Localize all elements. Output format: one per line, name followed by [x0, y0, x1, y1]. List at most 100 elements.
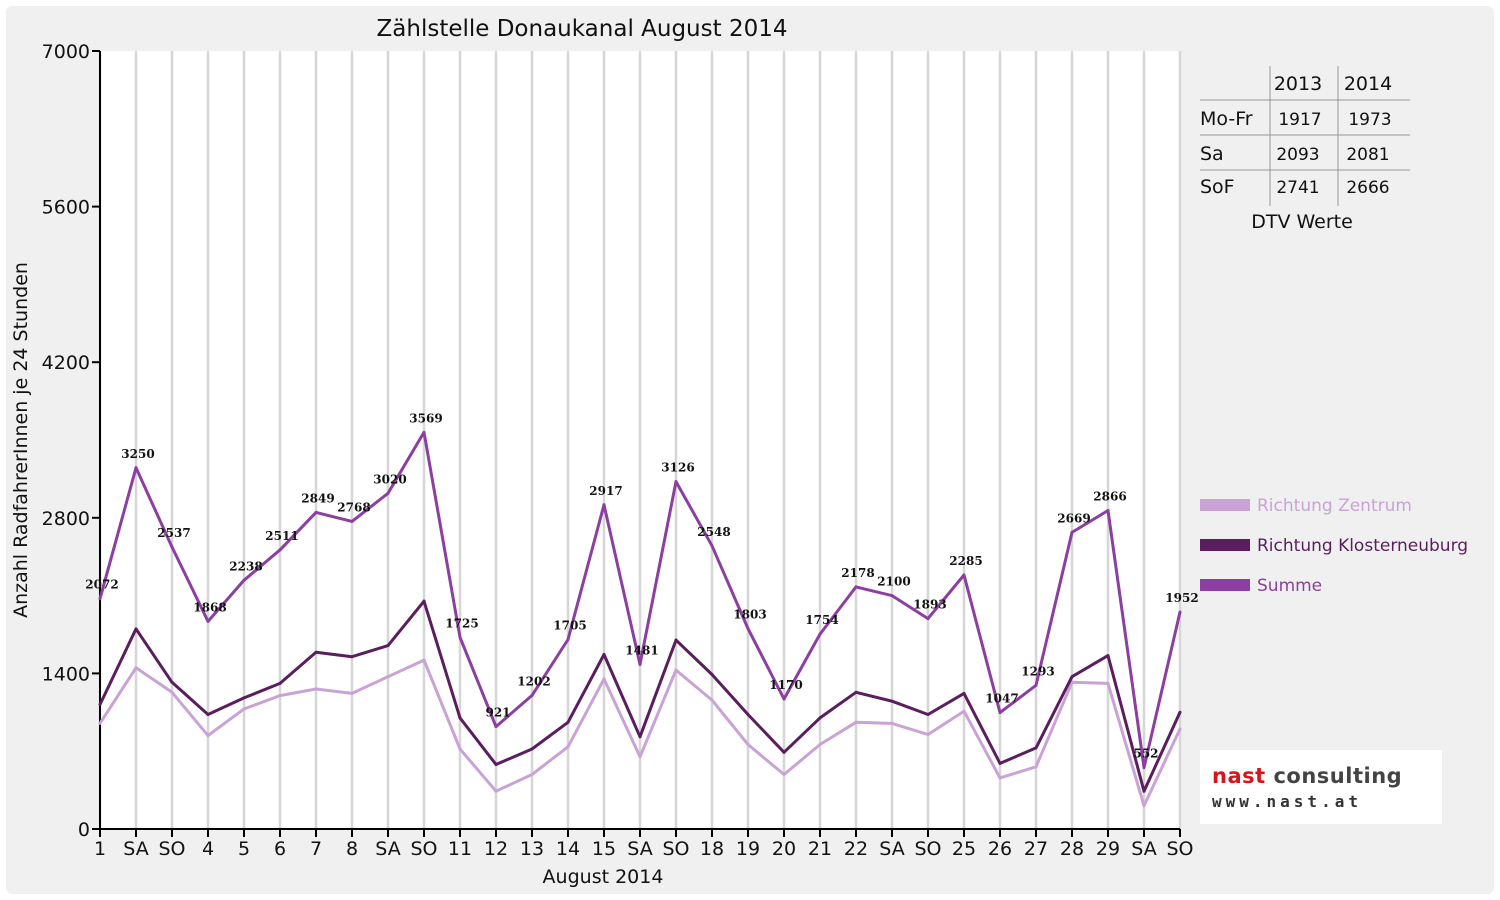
data-point	[890, 721, 894, 725]
data-point	[890, 699, 894, 703]
y-axis-label: Anzahl RadfahrerInnen je 24 Stunden	[10, 262, 32, 618]
data-point	[1106, 681, 1110, 685]
x-tick-label: 29	[1096, 838, 1120, 860]
x-tick-label: SO	[914, 838, 941, 860]
dtv-cell: 2093	[1276, 145, 1319, 165]
data-point	[818, 716, 822, 720]
data-point	[566, 638, 570, 642]
data-point	[854, 585, 858, 589]
data-point	[1034, 765, 1038, 769]
data-label: 2849	[301, 491, 334, 505]
data-point	[1178, 610, 1182, 614]
x-tick-label: 26	[988, 838, 1012, 860]
data-point	[998, 761, 1002, 765]
data-point	[1106, 508, 1110, 512]
data-point	[926, 713, 930, 717]
x-tick-label: 6	[274, 838, 286, 860]
data-point	[1142, 766, 1146, 770]
data-point	[530, 773, 534, 777]
x-tick-label: 19	[736, 838, 760, 860]
dtv-cell: 1917	[1278, 110, 1321, 130]
data-point	[674, 480, 678, 484]
data-point	[278, 548, 282, 552]
data-label: 552	[1133, 747, 1158, 761]
dtv-cell: 2666	[1346, 178, 1389, 198]
data-point	[1178, 727, 1182, 731]
data-point	[638, 735, 642, 739]
data-point	[422, 599, 426, 603]
data-label: 1952	[1165, 591, 1198, 605]
x-tick-label: 13	[520, 838, 544, 860]
x-tick-label: SA	[1131, 838, 1156, 860]
data-label: 2178	[841, 566, 874, 580]
data-label: 2537	[157, 526, 190, 540]
data-point	[242, 707, 246, 711]
data-point	[530, 747, 534, 751]
x-tick-label: 8	[346, 838, 358, 860]
data-point	[530, 693, 534, 697]
data-point	[746, 713, 750, 717]
data-point	[386, 675, 390, 679]
x-tick-label: SA	[123, 838, 148, 860]
logo-url: www.nast.at	[1212, 792, 1362, 811]
data-point	[98, 597, 102, 601]
data-point	[854, 690, 858, 694]
x-tick-label: 11	[448, 838, 472, 860]
legend-swatch	[1200, 499, 1250, 511]
data-point	[458, 635, 462, 639]
x-tick-label: SO	[662, 838, 689, 860]
data-label: 1202	[517, 674, 550, 688]
plot-area: 0 1400 2800 4200 5600 7000 1 SA SO 4 5 6 7 8 SA SO 11 12 1…	[42, 41, 1199, 860]
dtv-cell: 2081	[1346, 145, 1389, 165]
data-label: 1725	[445, 616, 478, 630]
data-point	[278, 694, 282, 698]
dtv-cell: 1973	[1348, 110, 1391, 130]
data-point	[710, 544, 714, 548]
data-label: 2669	[1057, 511, 1090, 525]
x-tick-label: 20	[772, 838, 796, 860]
data-point	[458, 747, 462, 751]
x-tick-label: 14	[556, 838, 580, 860]
dtv-table: 2013 2014 Mo-Fr 1917 1973 Sa 2093 2081 S…	[1200, 66, 1410, 233]
data-label: 2917	[589, 484, 622, 498]
data-point	[1070, 675, 1074, 679]
data-label: 1293	[1021, 664, 1054, 678]
x-tick-label: 18	[700, 838, 724, 860]
data-label: 1754	[805, 613, 838, 627]
data-label: 2866	[1093, 489, 1126, 503]
data-point	[602, 653, 606, 657]
data-point	[422, 658, 426, 662]
y-tick-label: 7000	[42, 41, 90, 63]
data-point	[206, 619, 210, 623]
legend-swatch	[1200, 539, 1250, 551]
x-tick-label: SA	[375, 838, 400, 860]
x-tick-label: 28	[1060, 838, 1084, 860]
data-label: 1803	[733, 608, 766, 622]
data-point	[638, 662, 642, 666]
dtv-cell: 2741	[1276, 178, 1319, 198]
data-point	[278, 681, 282, 685]
legend-label: Richtung Zentrum	[1257, 496, 1412, 516]
data-point	[1106, 654, 1110, 658]
data-point	[746, 627, 750, 631]
data-point	[170, 690, 174, 694]
logo-word-nast: nast	[1212, 764, 1266, 788]
data-point	[134, 666, 138, 670]
legend-swatch	[1200, 579, 1250, 591]
data-point	[782, 750, 786, 754]
dtv-col-2014: 2014	[1344, 73, 1392, 95]
dtv-row-label: Sa	[1200, 143, 1224, 165]
data-point	[1178, 710, 1182, 714]
y-tick-label: 5600	[42, 197, 90, 219]
data-point	[926, 733, 930, 737]
x-tick-label: SO	[158, 838, 185, 860]
data-label: 1170	[769, 678, 802, 692]
data-point	[494, 763, 498, 767]
x-tick-label: 5	[238, 838, 250, 860]
data-label: 1705	[553, 619, 586, 633]
data-point	[962, 573, 966, 577]
dtv-row-label: SoF	[1200, 176, 1235, 198]
data-point	[998, 776, 1002, 780]
data-label: 2100	[877, 575, 910, 589]
data-point	[494, 725, 498, 729]
